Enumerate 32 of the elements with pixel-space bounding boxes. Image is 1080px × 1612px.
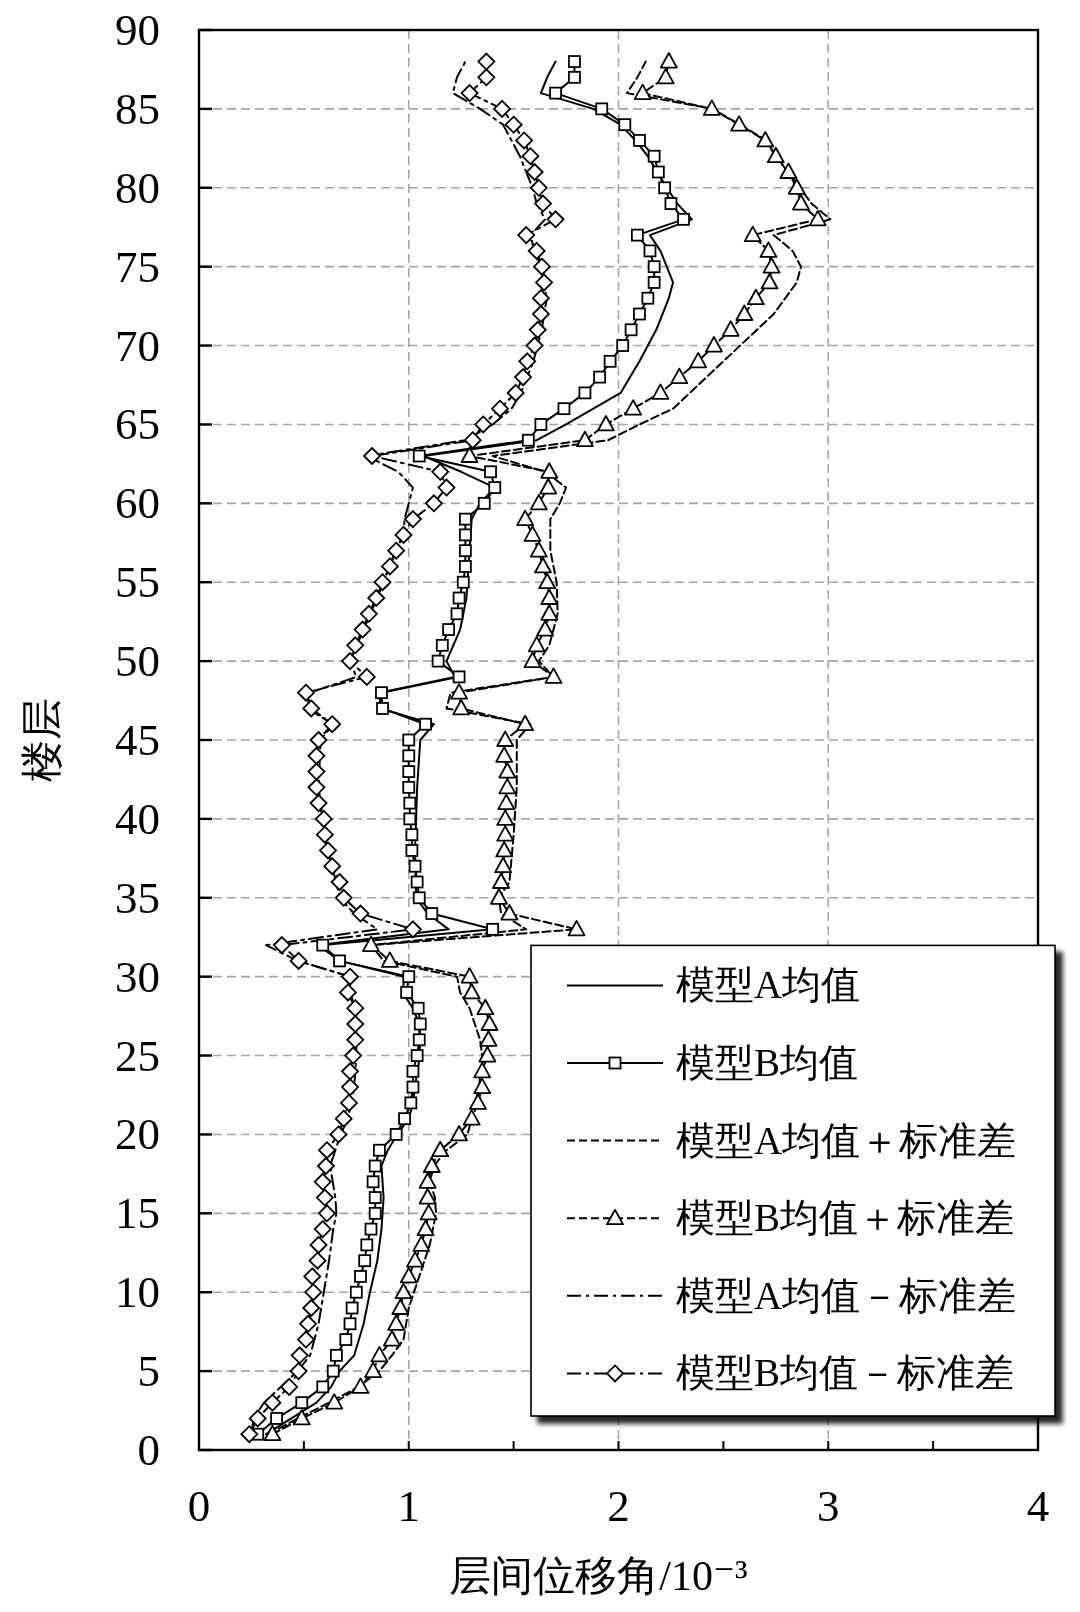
y-tick-label: 75 — [115, 241, 160, 292]
y-axis-title: 楼层 — [19, 698, 65, 782]
y-tick-label: 5 — [137, 1346, 160, 1397]
y-tick-label: 50 — [115, 636, 160, 687]
y-tick-label: 90 — [115, 5, 160, 55]
y-tick-label: 10 — [115, 1267, 160, 1318]
y-tick-label: 20 — [115, 1109, 160, 1160]
y-tick-label: 35 — [115, 872, 160, 923]
x-tick-label: 2 — [607, 1481, 630, 1531]
y-tick-label: 40 — [115, 793, 160, 844]
y-tick-label: 80 — [115, 162, 160, 213]
y-tick-label: 45 — [115, 715, 160, 765]
legend-label: 模型A均值＋标准差 — [676, 1118, 1017, 1162]
legend-label: 模型A均值－标准差 — [676, 1273, 1017, 1317]
y-tick-label: 25 — [115, 1030, 160, 1081]
x-tick-label: 3 — [817, 1481, 840, 1531]
y-tick-label: 15 — [115, 1188, 160, 1239]
y-tick-label: 60 — [115, 478, 160, 529]
x-tick-label: 0 — [187, 1481, 211, 1531]
y-tick-label: 55 — [115, 557, 160, 608]
y-tick-label: 30 — [115, 951, 160, 1002]
y-tick-label: 85 — [115, 83, 160, 134]
x-axis-title: 层间位移角/10⁻³ — [449, 1553, 748, 1599]
legend-label: 模型A均值 — [676, 963, 861, 1007]
x-tick-label: 4 — [1026, 1481, 1050, 1531]
y-tick-label: 65 — [115, 399, 160, 450]
legend-label: 模型B均值 — [676, 1041, 859, 1084]
legend-label: 模型B均值－标准差 — [676, 1351, 1015, 1395]
y-tick-label: 0 — [137, 1425, 160, 1475]
y-tick-label: 70 — [115, 320, 160, 371]
legend-label: 模型B均值＋标准差 — [676, 1196, 1015, 1240]
x-tick-label: 1 — [397, 1481, 420, 1531]
